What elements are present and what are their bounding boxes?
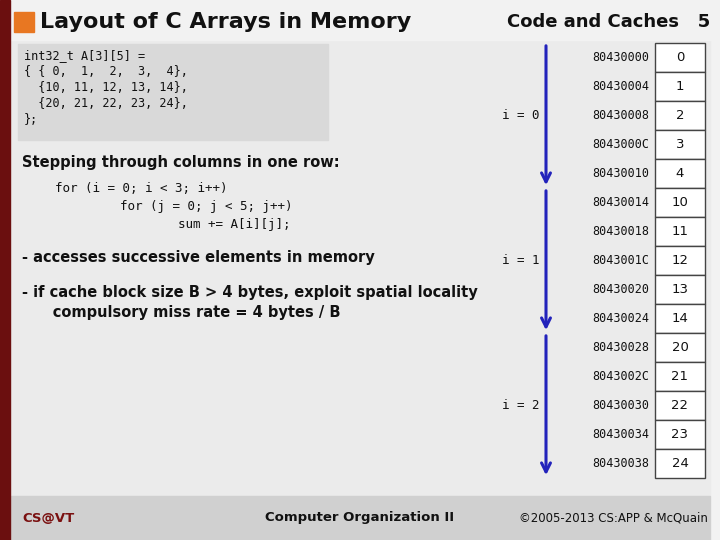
Bar bbox=[10, 40, 710, 496]
Text: Code and Caches   5: Code and Caches 5 bbox=[507, 13, 710, 31]
Text: 13: 13 bbox=[672, 283, 688, 296]
Text: {10, 11, 12, 13, 14},: {10, 11, 12, 13, 14}, bbox=[24, 81, 188, 94]
Text: {20, 21, 22, 23, 24},: {20, 21, 22, 23, 24}, bbox=[24, 97, 188, 110]
Text: 80430024: 80430024 bbox=[592, 312, 649, 325]
Text: 80430008: 80430008 bbox=[592, 109, 649, 122]
Bar bbox=[655, 391, 705, 420]
Text: i = 2: i = 2 bbox=[503, 399, 540, 412]
Text: 8043001C: 8043001C bbox=[592, 254, 649, 267]
Text: 80430018: 80430018 bbox=[592, 225, 649, 238]
Text: 80430028: 80430028 bbox=[592, 341, 649, 354]
Text: 11: 11 bbox=[672, 225, 688, 238]
Bar bbox=[655, 420, 705, 449]
Text: Layout of C Arrays in Memory: Layout of C Arrays in Memory bbox=[40, 12, 411, 32]
Text: 10: 10 bbox=[672, 196, 688, 209]
Text: 0: 0 bbox=[676, 51, 684, 64]
Text: - accesses successive elements in memory: - accesses successive elements in memory bbox=[22, 250, 374, 265]
Text: sum += A[i][j];: sum += A[i][j]; bbox=[118, 218, 290, 231]
Text: CS@VT: CS@VT bbox=[22, 511, 74, 524]
Text: 14: 14 bbox=[672, 312, 688, 325]
Bar bbox=[10, 0, 720, 40]
Bar bbox=[14, 12, 34, 32]
Text: 8043000C: 8043000C bbox=[592, 138, 649, 151]
Bar bbox=[655, 362, 705, 391]
Text: i = 1: i = 1 bbox=[503, 254, 540, 267]
Bar bbox=[655, 159, 705, 188]
Bar bbox=[655, 333, 705, 362]
Text: for (i = 0; i < 3; i++): for (i = 0; i < 3; i++) bbox=[55, 182, 228, 195]
Bar bbox=[655, 101, 705, 130]
Text: 4: 4 bbox=[676, 167, 684, 180]
Bar bbox=[655, 188, 705, 217]
Bar bbox=[655, 217, 705, 246]
Bar bbox=[655, 43, 705, 72]
Text: 22: 22 bbox=[672, 399, 688, 412]
Text: int32_t A[3][5] =: int32_t A[3][5] = bbox=[24, 49, 145, 62]
Bar bbox=[655, 246, 705, 275]
Bar bbox=[655, 449, 705, 478]
Text: 23: 23 bbox=[672, 428, 688, 441]
Text: 20: 20 bbox=[672, 341, 688, 354]
Bar bbox=[18, 44, 328, 140]
Text: i = 0: i = 0 bbox=[503, 109, 540, 122]
Text: compulsory miss rate = 4 bytes / B: compulsory miss rate = 4 bytes / B bbox=[22, 305, 341, 320]
Text: 1: 1 bbox=[676, 80, 684, 93]
Text: 80430014: 80430014 bbox=[592, 196, 649, 209]
Bar bbox=[10, 496, 710, 540]
Text: 80430020: 80430020 bbox=[592, 283, 649, 296]
Text: 24: 24 bbox=[672, 457, 688, 470]
Text: 21: 21 bbox=[672, 370, 688, 383]
Bar bbox=[655, 72, 705, 101]
Text: Computer Organization II: Computer Organization II bbox=[266, 511, 454, 524]
Text: 2: 2 bbox=[676, 109, 684, 122]
Bar bbox=[655, 275, 705, 304]
Text: 12: 12 bbox=[672, 254, 688, 267]
Text: { { 0,  1,  2,  3,  4},: { { 0, 1, 2, 3, 4}, bbox=[24, 65, 188, 78]
Text: 80430030: 80430030 bbox=[592, 399, 649, 412]
Text: 80430000: 80430000 bbox=[592, 51, 649, 64]
Bar bbox=[0, 0, 10, 540]
Text: Stepping through columns in one row:: Stepping through columns in one row: bbox=[22, 155, 340, 170]
Text: 80430004: 80430004 bbox=[592, 80, 649, 93]
Text: 80430010: 80430010 bbox=[592, 167, 649, 180]
Text: - if cache block size B > 4 bytes, exploit spatial locality: - if cache block size B > 4 bytes, explo… bbox=[22, 285, 478, 300]
Bar bbox=[655, 130, 705, 159]
Text: };: }; bbox=[24, 113, 38, 126]
Text: for (j = 0; j < 5; j++): for (j = 0; j < 5; j++) bbox=[90, 200, 292, 213]
Text: 80430038: 80430038 bbox=[592, 457, 649, 470]
Text: ©2005-2013 CS:APP & McQuain: ©2005-2013 CS:APP & McQuain bbox=[519, 511, 708, 524]
Text: 3: 3 bbox=[676, 138, 684, 151]
Text: 8043002C: 8043002C bbox=[592, 370, 649, 383]
Bar bbox=[655, 304, 705, 333]
Text: 80430034: 80430034 bbox=[592, 428, 649, 441]
